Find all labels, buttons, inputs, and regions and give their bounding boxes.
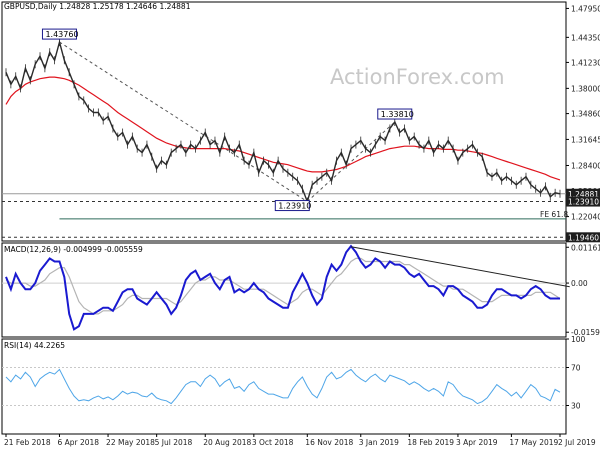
x-tick-label: 5 Jul 2018 <box>155 438 193 447</box>
rsi-y-tick-label: 70 <box>571 364 581 373</box>
level-box-label-0: 1.43760 <box>45 30 78 39</box>
x-tick-label: 2 Jul 2019 <box>558 438 596 447</box>
level-box-label-1: 1.33810 <box>381 110 414 119</box>
macd-panel <box>2 244 570 331</box>
price-label-box-2 <box>566 232 600 243</box>
fe-label: FE 61.8 <box>540 210 568 219</box>
panel-frames <box>1 1 567 435</box>
price-label-box-1 <box>566 196 600 207</box>
x-tick-label: 21 Feb 2018 <box>4 438 51 447</box>
price-y-tick-label: 1.47950 <box>571 4 600 13</box>
macd-y-tick-label: 0.00 <box>571 279 588 288</box>
price-header: GBPUSD,Daily 1.24828 1.25178 1.24646 1.2… <box>4 2 191 11</box>
price-y-tick-label: 1.31645 <box>571 135 600 144</box>
rsi-line <box>5 368 561 405</box>
x-tick-label: 22 May 2018 <box>106 438 155 447</box>
x-tick-label: 3 Oct 2018 <box>252 438 294 447</box>
macd-header: MACD(12,26,9) -0.004999 -0.005559 <box>4 245 143 254</box>
moving-average-line <box>5 76 561 181</box>
x-tick-label: 20 Aug 2018 <box>203 438 251 447</box>
price-label-2: 1.19460 <box>568 233 599 242</box>
price-y-tick-label: 1.34860 <box>571 110 600 119</box>
price-panel: FE 61.81.437601.338101.239101.248811.239… <box>2 28 600 243</box>
price-y-tick-label: 1.44350 <box>571 33 600 42</box>
x-tick-label: 16 Nov 2018 <box>305 438 353 447</box>
price-trendline-0 <box>59 41 308 202</box>
rsi-panel <box>2 367 566 406</box>
x-tick-label: 3 Jan 2019 <box>359 438 399 447</box>
price-trendline-1 <box>306 121 396 202</box>
x-tick-label: 18 Feb 2019 <box>407 438 454 447</box>
price-y-tick-label: 1.22040 <box>571 213 600 222</box>
price-label-box-0 <box>566 188 600 199</box>
level-box-label-2: 1.23910 <box>278 202 311 211</box>
x-tick-label: 17 May 2019 <box>509 438 558 447</box>
rsi-y-tick-label: 100 <box>571 335 586 344</box>
price-y-tick-label: 1.28400 <box>571 161 600 170</box>
watermark: ActionForex.com <box>330 65 505 89</box>
panel-frame-rsi <box>1 338 567 435</box>
level-box-1 <box>377 108 413 120</box>
x-tick-label: 6 Apr 2018 <box>57 438 99 447</box>
macd-signal-line <box>5 257 561 315</box>
level-box-2 <box>274 200 310 212</box>
price-label-0: 1.24881 <box>568 190 599 199</box>
level-box-0 <box>41 28 77 40</box>
rsi-header: RSI(14) 44.2265 <box>4 341 65 350</box>
macd-y-tick-label: -0.015949 <box>571 328 600 337</box>
macd-line <box>5 244 560 331</box>
panel-frame-price <box>1 1 567 242</box>
price-y-tick-label: 1.41230 <box>571 58 600 67</box>
x-axis: 21 Feb 2018 6 Apr 2018 22 May 2018 5 Jul 20… <box>4 434 596 447</box>
price-y-tick-label: 1.38000 <box>571 84 600 93</box>
x-tick-label: 3 Apr 2019 <box>456 438 498 447</box>
y-axis-ticks: 1.47950 1.44350 1.41230 1.38000 1.34860 1.316… <box>566 4 600 411</box>
macd-trendline <box>350 246 570 288</box>
rsi-y-tick-label: 30 <box>571 402 581 411</box>
panel-frame-macd <box>1 242 567 338</box>
macd-y-tick-label: 0.011619 <box>571 243 600 252</box>
price-label-1: 1.23910 <box>568 198 599 207</box>
